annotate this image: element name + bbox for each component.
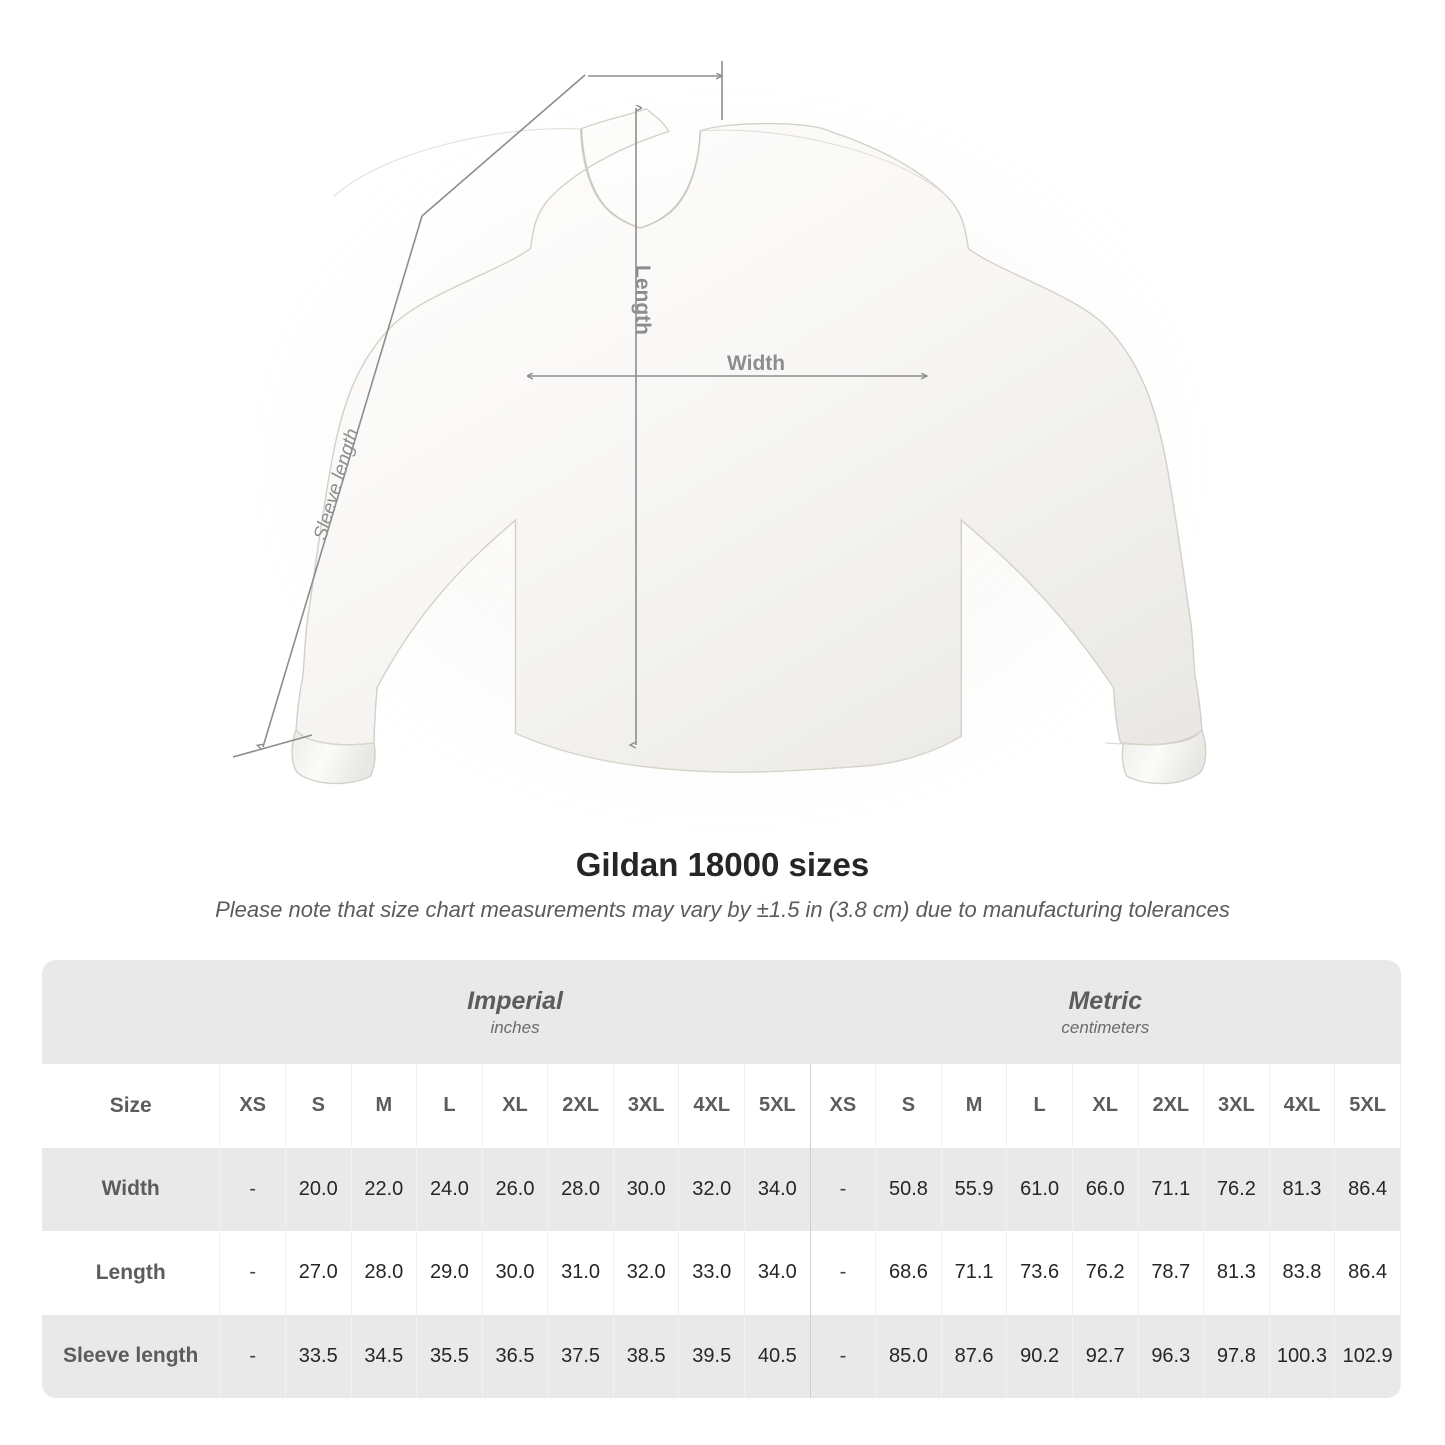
svg-text:Length: Length xyxy=(631,265,654,335)
svg-text:Width: Width xyxy=(727,352,785,375)
